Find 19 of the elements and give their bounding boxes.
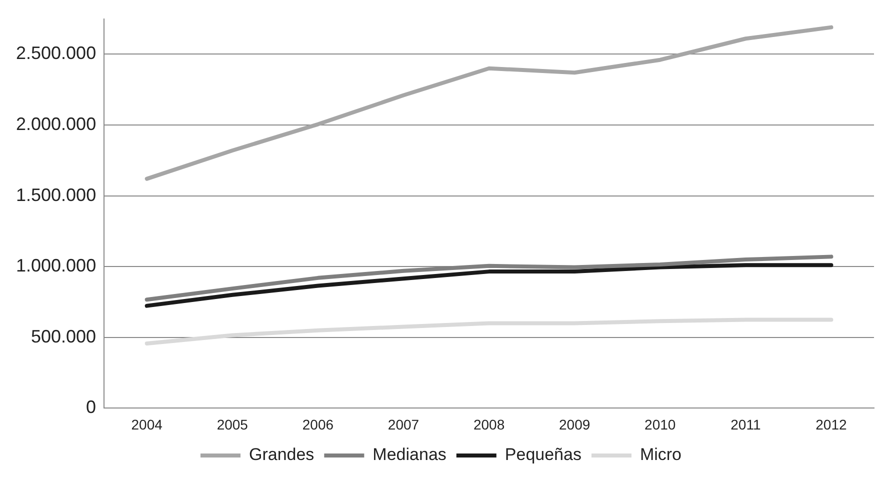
x-tick-label: 2006 [302,416,334,432]
x-tick-label: 2005 [216,416,248,432]
legend-label: Micro [640,445,682,464]
x-tick-label: 2012 [816,416,848,432]
x-tick-label: 2007 [388,416,420,432]
x-tick-label: 2009 [559,416,590,432]
y-tick-label: 1.000.000 [16,256,96,276]
legend-label: Grandes [248,445,314,464]
y-tick-label: 0 [86,397,96,418]
y-tick-label: 2.000.000 [16,114,96,134]
y-tick-label: 500.000 [31,326,96,346]
x-tick-label: 2010 [644,416,676,432]
x-tick-label: 2008 [473,416,505,432]
legend-label: Medianas [372,445,446,464]
y-tick-label: 2.500.000 [16,43,96,64]
y-tick-label: 1.500.000 [16,184,96,205]
legend-label: Pequeñas [504,445,582,464]
x-tick-label: 2011 [730,416,761,432]
x-tick-label: 2004 [131,416,163,432]
